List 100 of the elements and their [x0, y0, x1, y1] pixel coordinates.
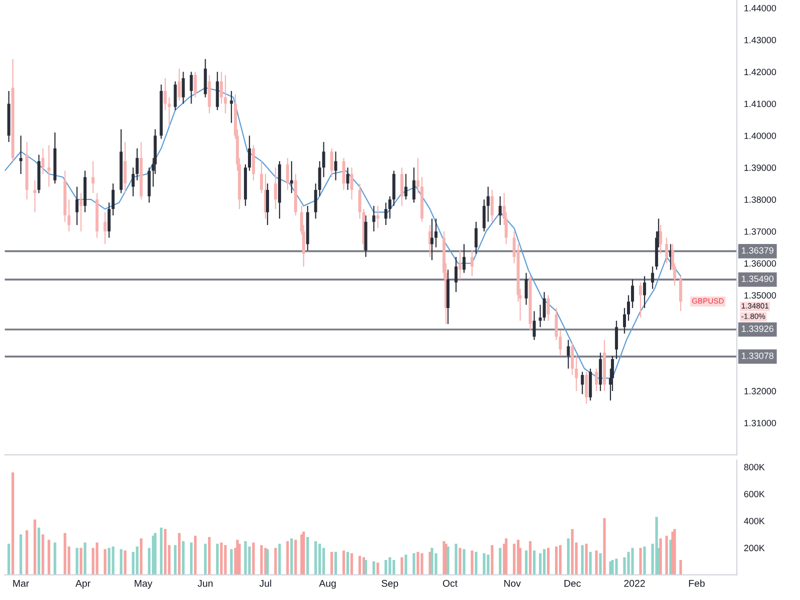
bar — [631, 548, 634, 575]
bar — [538, 553, 542, 575]
bar — [136, 546, 138, 575]
bar — [364, 560, 368, 575]
bar — [174, 545, 177, 575]
bar — [76, 548, 78, 575]
candlestick — [430, 218, 434, 261]
candlestick — [75, 186, 78, 226]
candlestick — [659, 224, 662, 254]
bar — [342, 550, 346, 575]
candlestick — [546, 294, 550, 322]
candlestick — [190, 71, 193, 104]
candlestick — [104, 212, 107, 245]
y-tick-label: 1.44000 — [744, 4, 776, 12]
candlestick — [462, 244, 466, 274]
bar — [512, 544, 516, 575]
y-tick-label: 1.39000 — [744, 164, 776, 171]
candlestick — [542, 291, 546, 322]
bar — [322, 548, 325, 575]
bar — [314, 541, 317, 575]
bar — [420, 553, 424, 575]
bar — [524, 550, 528, 575]
bar — [615, 558, 618, 575]
bar — [665, 536, 668, 575]
candlestick — [434, 218, 438, 248]
y-tick-label: 1.35000 — [744, 292, 776, 299]
candlestick — [346, 167, 350, 190]
bar — [38, 528, 40, 575]
y-tick-label: 400K — [744, 518, 765, 524]
bar — [603, 518, 606, 575]
candlestick — [334, 151, 338, 181]
candlestick — [574, 355, 578, 392]
y-tick-label: 1.36000 — [744, 260, 776, 267]
candlestick — [274, 167, 278, 210]
candlestick — [260, 160, 264, 194]
bar — [581, 545, 584, 575]
candlestick — [532, 310, 536, 340]
candlestick — [458, 250, 462, 280]
bar — [244, 541, 247, 575]
candlestick — [376, 205, 380, 229]
bar — [302, 532, 305, 575]
bar — [306, 537, 309, 575]
bar — [599, 553, 602, 575]
bar — [404, 554, 408, 575]
bar — [595, 550, 598, 575]
candlestick — [651, 266, 654, 290]
bar — [120, 549, 122, 575]
ref-line-label: 1.36379 — [742, 247, 774, 254]
bar — [559, 545, 562, 575]
candlestick — [19, 135, 22, 174]
bar — [334, 552, 338, 575]
candlestick — [558, 330, 562, 356]
bar — [252, 542, 255, 575]
candlestick — [33, 180, 36, 213]
candlestick — [164, 78, 167, 111]
x-tick-label: Mar — [13, 580, 30, 587]
bar — [238, 544, 241, 575]
bar — [346, 552, 350, 575]
candlestick — [266, 182, 270, 226]
bar — [482, 553, 486, 575]
candlestick — [194, 71, 197, 98]
candlestick — [47, 144, 50, 188]
bar — [454, 544, 458, 575]
x-tick-label: Nov — [504, 580, 521, 587]
candlestick — [318, 160, 322, 197]
bar — [567, 538, 570, 575]
y-tick-label: 1.42000 — [744, 68, 776, 76]
candlestick — [665, 237, 668, 264]
bar — [80, 548, 82, 575]
y-tick-label: 1.32000 — [744, 388, 776, 394]
candlestick — [132, 167, 135, 197]
candlestick — [290, 160, 294, 194]
bar — [190, 542, 193, 575]
bar — [458, 548, 462, 575]
candlestick — [622, 307, 626, 334]
bar — [160, 528, 163, 575]
candlestick — [108, 202, 111, 238]
candlestick — [490, 189, 494, 222]
candlestick — [639, 282, 642, 318]
bar — [542, 549, 546, 575]
x-tick-label: Jul — [259, 580, 272, 587]
candlestick — [230, 90, 233, 124]
bar — [220, 542, 223, 575]
candlestick — [400, 167, 404, 206]
bar — [84, 542, 86, 575]
bar — [474, 552, 478, 575]
candlestick — [404, 173, 408, 200]
candlestick — [178, 68, 181, 102]
candlestick — [41, 148, 44, 174]
candlestick — [679, 276, 682, 312]
candlestick — [124, 141, 127, 194]
candlestick — [174, 80, 177, 111]
bar — [286, 541, 289, 575]
bar — [290, 538, 293, 575]
candlestick — [350, 167, 354, 200]
bar — [504, 538, 508, 575]
bar — [446, 546, 450, 575]
bar — [96, 542, 98, 575]
bar — [12, 472, 14, 575]
candlestick — [470, 250, 474, 277]
